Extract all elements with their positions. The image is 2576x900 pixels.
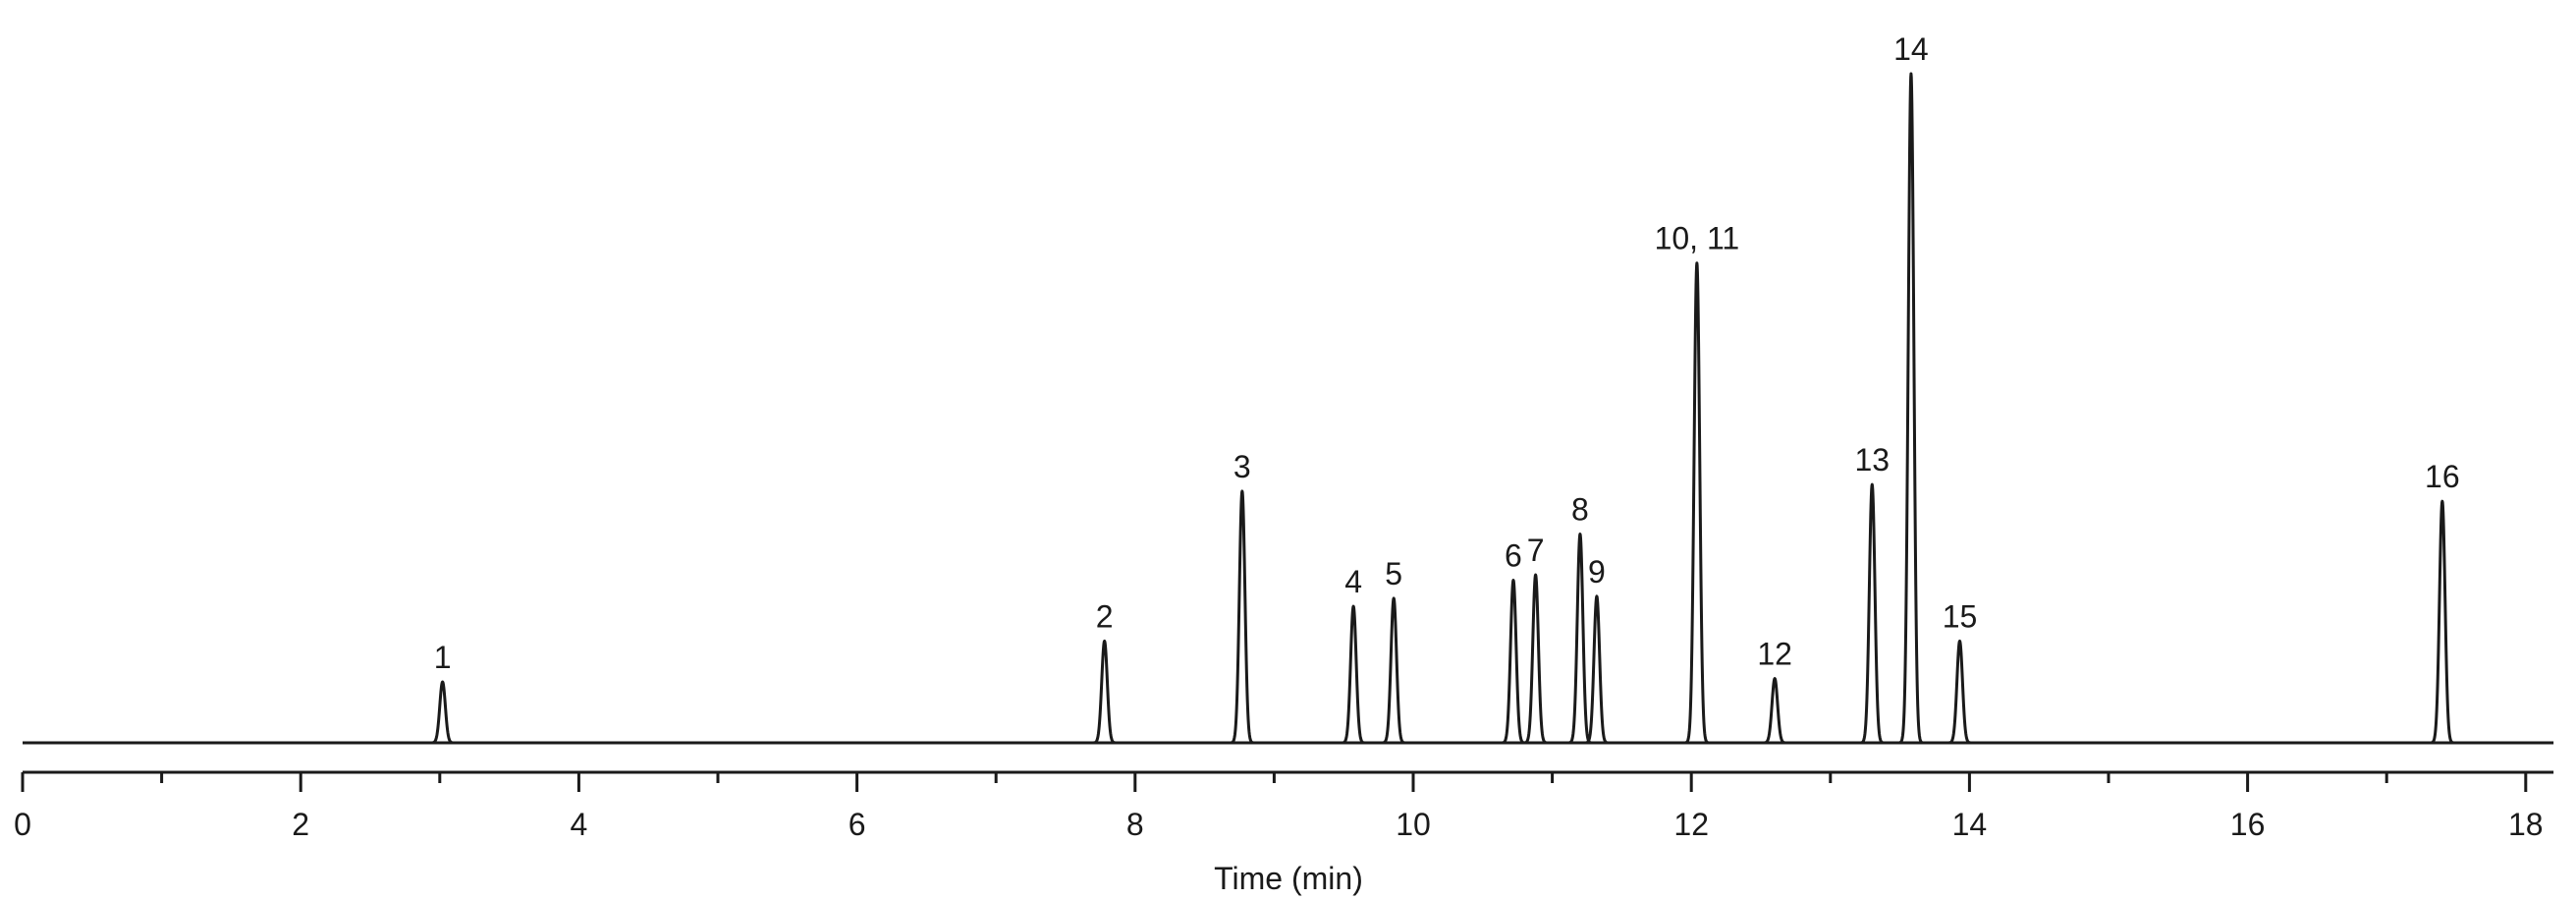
peak	[1578, 594, 1616, 745]
peak	[1495, 579, 1532, 745]
peak	[424, 680, 461, 745]
peak	[1562, 533, 1599, 745]
peak-label: 16	[2425, 459, 2460, 494]
peak-label: 15	[1943, 598, 1978, 634]
peak	[2424, 499, 2461, 745]
x-tick-label: 8	[1126, 807, 1144, 842]
peak	[1224, 489, 1261, 745]
x-tick-label: 6	[849, 807, 866, 842]
x-tick-label: 14	[1952, 807, 1988, 842]
peak-label: 8	[1571, 492, 1589, 528]
peak-label: 13	[1854, 442, 1890, 478]
peak	[1854, 482, 1891, 745]
peak	[1086, 639, 1123, 745]
peak	[1678, 261, 1716, 745]
peak	[1756, 677, 1793, 745]
peak-label: 5	[1385, 556, 1402, 591]
x-tick-label: 16	[2230, 807, 2266, 842]
peak-label: 12	[1757, 637, 1792, 672]
peak	[1375, 596, 1412, 745]
peak	[1335, 604, 1372, 745]
peak-label: 7	[1527, 533, 1545, 568]
peak	[1942, 639, 1978, 745]
x-axis-label: Time (min)	[1214, 861, 1363, 896]
x-tick-label: 2	[292, 807, 309, 842]
peak-label: 10, 11	[1655, 221, 1740, 256]
x-tick-label: 18	[2508, 807, 2544, 842]
peak-label: 4	[1344, 564, 1362, 599]
x-tick-label: 4	[571, 807, 588, 842]
peak-label: 3	[1233, 449, 1251, 484]
x-tick-label: 10	[1396, 807, 1431, 842]
peak-label: 2	[1096, 598, 1114, 634]
peak-label: 14	[1893, 31, 1929, 67]
peak-label: 6	[1505, 538, 1522, 574]
peak	[1517, 573, 1554, 745]
peak	[1892, 72, 1930, 745]
peak-label: 9	[1588, 554, 1606, 590]
peak-label: 1	[434, 640, 452, 675]
x-tick-label: 0	[14, 807, 31, 842]
x-tick-label: 12	[1673, 807, 1709, 842]
